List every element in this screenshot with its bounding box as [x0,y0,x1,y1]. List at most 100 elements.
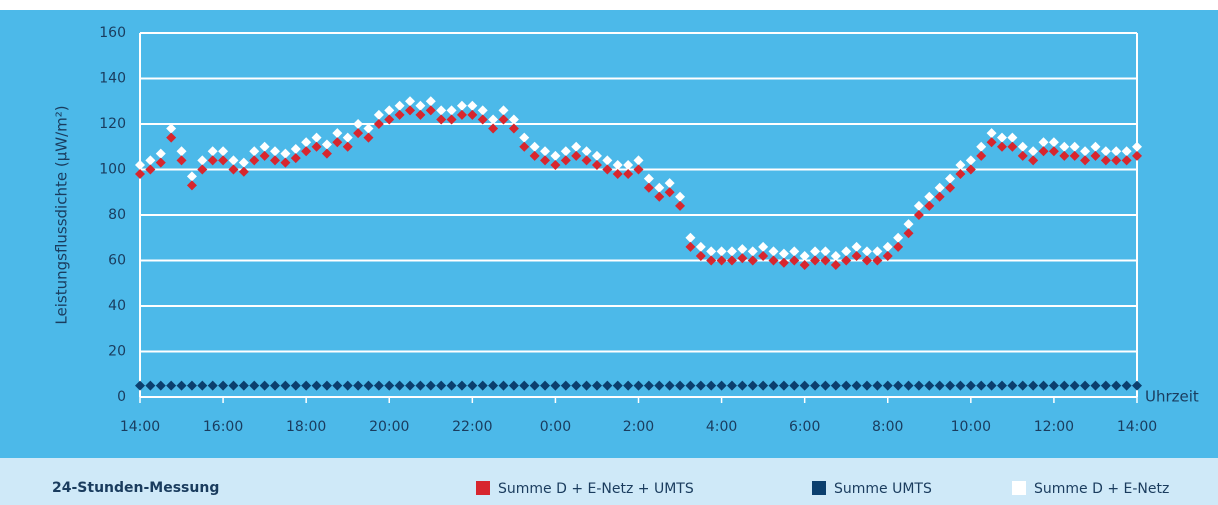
data-point [1059,380,1070,391]
data-point [695,380,706,391]
legend-label: Summe D + E-Netz + UMTS [498,481,694,497]
data-point [342,141,353,152]
data-point [747,255,758,266]
data-point [1090,141,1101,152]
data-point [321,139,332,150]
data-point [903,228,914,239]
data-point [945,380,956,391]
data-point [1017,380,1028,391]
data-point [726,380,737,391]
x-tick-label: 0:00 [540,419,571,435]
data-point [1048,380,1059,391]
data-point [155,380,166,391]
data-point [540,155,551,166]
data-point [425,96,436,107]
data-point [477,380,488,391]
data-point [716,246,727,257]
data-point [166,132,177,143]
data-point [166,123,177,134]
data-point [955,380,966,391]
data-point [446,380,457,391]
data-point [280,380,291,391]
data-point [716,255,727,266]
data-point [571,380,582,391]
data-point [1132,150,1142,161]
data-point [633,164,644,175]
data-point [311,132,322,143]
data-point [623,159,634,170]
data-point [1111,155,1122,166]
data-point [861,246,872,257]
data-point [228,380,239,391]
data-point [249,380,260,391]
data-point [903,219,914,230]
data-point [155,157,166,168]
data-point [301,380,312,391]
data-point [259,141,270,152]
data-point [602,164,613,175]
data-point [373,380,384,391]
data-point [934,191,945,202]
data-point [311,141,322,152]
y-tick-label: 60 [108,253,126,269]
data-point [965,164,976,175]
data-point [332,137,343,148]
data-point [508,123,519,134]
data-point [1080,146,1091,157]
data-point [820,380,831,391]
data-point [882,250,893,261]
data-point [1007,141,1018,152]
data-point [373,119,384,129]
data-point [654,380,665,391]
data-point [560,380,571,391]
legend-swatch [476,481,490,495]
data-point [882,241,893,252]
data-point [529,380,540,391]
data-point [861,255,872,266]
data-point [789,246,800,257]
data-point [612,159,623,170]
data-point [571,141,582,152]
data-point [654,191,665,202]
data-point [830,380,841,391]
data-point [695,241,706,252]
data-point [394,380,405,391]
data-point [1069,141,1080,152]
data-point [1007,132,1018,143]
data-point [612,169,623,180]
data-point [872,380,883,391]
data-point [581,146,592,157]
data-point [664,380,675,391]
data-point [384,380,395,391]
data-point [789,380,800,391]
y-tick-label: 0 [117,389,126,405]
data-point [872,246,883,257]
data-point [1028,146,1039,157]
plot-background [0,10,1218,458]
data-point [508,380,519,391]
data-point [373,109,384,120]
data-point [145,155,156,166]
data-point [643,380,654,391]
data-point [758,241,769,252]
x-tick-label: 16:00 [203,419,243,435]
data-point [810,246,821,257]
data-point [529,150,540,161]
legend-label: Summe D + E-Netz [1034,481,1169,497]
data-point [519,141,530,152]
data-point [924,380,935,391]
data-point [560,155,571,166]
data-point [1017,141,1028,152]
data-point [633,380,644,391]
data-point [903,380,914,391]
data-point [1121,155,1132,166]
data-point [394,109,405,120]
data-point [737,380,748,391]
x-tick-label: 18:00 [286,419,326,435]
data-point [747,380,758,391]
data-point [332,128,343,139]
data-point [945,173,956,184]
data-point [321,380,332,391]
x-tick-label: 4:00 [706,419,737,435]
x-tick-label: 10:00 [951,419,991,435]
